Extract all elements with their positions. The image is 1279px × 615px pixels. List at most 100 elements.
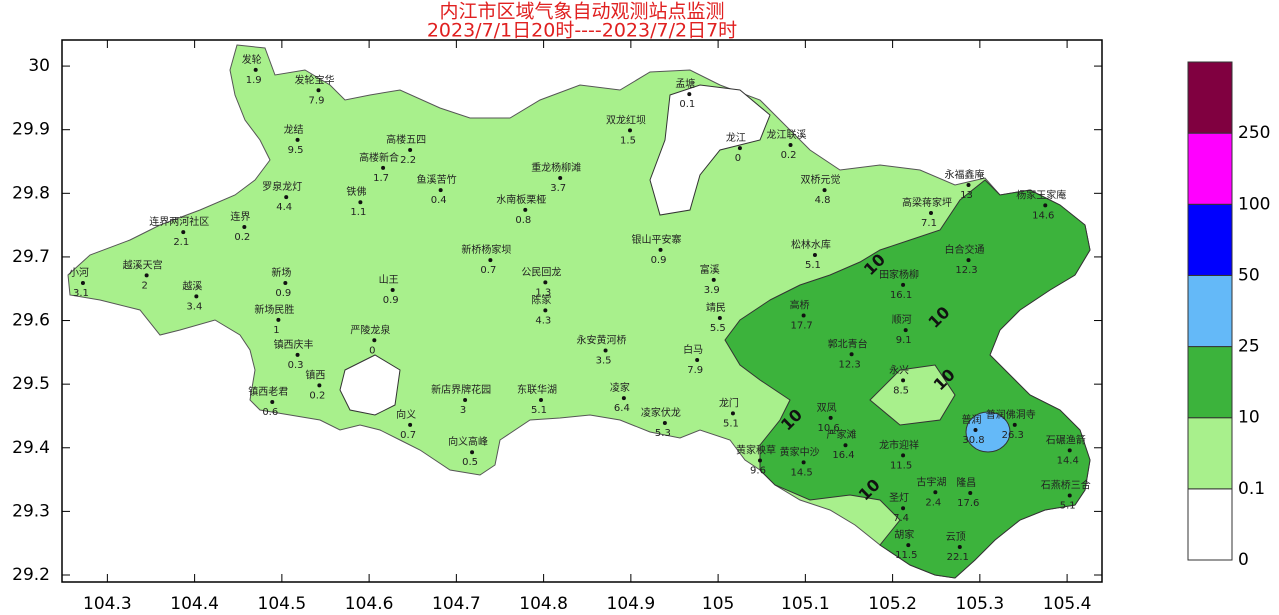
station-name: 龙门 <box>719 396 739 409</box>
station-value: 5.1 <box>723 418 739 429</box>
x-tick-label: 104.6 <box>345 594 394 614</box>
station-value: 1.7 <box>373 173 389 184</box>
x-tick-label: 104.9 <box>607 594 656 614</box>
x-tick-label: 104.4 <box>170 594 219 614</box>
station-name: 圣灯 <box>889 492 909 504</box>
station-value: 3.7 <box>550 183 566 194</box>
station-dot <box>966 258 971 263</box>
station-name: 顺河 <box>892 314 912 326</box>
station-dot <box>621 396 626 401</box>
legend-swatch <box>1187 417 1233 490</box>
station-dot <box>543 280 548 285</box>
station-name: 永福鑫庵 <box>945 168 985 181</box>
station-dot <box>372 338 377 343</box>
station-value: 9.1 <box>896 335 912 346</box>
station-name: 越溪天宫 <box>123 258 163 271</box>
station-dot <box>966 183 971 188</box>
station-dot <box>538 398 543 403</box>
station-value: 22.1 <box>947 552 969 563</box>
station-dot <box>358 200 363 205</box>
station-name: 连界 <box>230 210 250 223</box>
station-name: 罗泉龙灯 <box>262 180 302 193</box>
station-value: 3 <box>460 405 466 416</box>
station-dot <box>295 352 300 357</box>
station-dot <box>295 137 300 142</box>
legend-swatch <box>1187 61 1233 134</box>
station-dot <box>470 450 475 455</box>
station-name: 黄家中沙 <box>780 445 820 458</box>
station-value: 6.4 <box>614 403 630 414</box>
station-value: 7.9 <box>687 365 703 376</box>
station-value: 3.1 <box>73 288 89 299</box>
station-name: 白马 <box>683 343 703 356</box>
station-value: 7.9 <box>309 95 325 106</box>
station-name: 永安黄河桥 <box>577 333 627 346</box>
station-name: 高梁蒋家坪 <box>902 196 952 209</box>
y-tick-label: 29.9 <box>12 120 50 140</box>
plot-frame <box>61 39 1103 583</box>
x-tick-label: 104.5 <box>258 594 307 614</box>
station-name: 银山平安寨 <box>632 233 682 246</box>
x-tick-label: 105 <box>702 594 734 614</box>
y-tick-label: 29.6 <box>12 311 50 331</box>
station-value: 4.4 <box>276 202 292 213</box>
station-value: 0.4 <box>431 195 447 206</box>
station-dot <box>408 422 413 427</box>
legend-label: 0 <box>1238 550 1249 570</box>
station-value: 10.6 <box>818 423 840 434</box>
station-name: 双龙红坝 <box>606 113 646 126</box>
x-tick-label: 105.3 <box>956 594 1005 614</box>
station-name: 发轮宝华 <box>295 73 335 86</box>
map-subtitle: 2023/7/1日20时----2023/7/2日7时 <box>427 20 737 42</box>
station-value: 0.5 <box>462 457 478 468</box>
y-tick-label: 29.3 <box>12 501 50 521</box>
station-value: 0.2 <box>781 150 797 161</box>
station-name: 新店界牌花园 <box>431 383 491 396</box>
y-tick-label: 29.5 <box>12 374 50 394</box>
station-value: 9.6 <box>750 465 766 476</box>
station-name: 石燕桥三合 <box>1041 478 1091 491</box>
station-name: 公民回龙 <box>521 265 561 278</box>
region <box>67 44 1091 579</box>
station-value: 0.2 <box>234 232 250 243</box>
station-value: 1.3 <box>535 287 551 298</box>
station-name: 白合交通 <box>945 243 985 256</box>
x-tick-label: 104.8 <box>519 594 568 614</box>
station-dot <box>828 415 833 420</box>
station-dot <box>968 490 973 495</box>
station-value: 0.3 <box>288 360 304 371</box>
station-name: 重龙杨柳滩 <box>531 161 581 174</box>
legend-swatch <box>1187 488 1233 561</box>
station-value: 5.1 <box>805 260 821 271</box>
station-dot <box>801 460 806 465</box>
station-value: 1.1 <box>350 207 366 218</box>
legend-swatch <box>1187 132 1233 205</box>
station-dot <box>757 458 762 463</box>
station-name: 向义 <box>396 408 416 421</box>
station-dot <box>408 148 413 153</box>
station-name: 凌家伏龙 <box>641 406 681 419</box>
station-dot <box>906 543 911 548</box>
station-name: 高桥 <box>790 298 810 311</box>
station-name: 云顶 <box>946 531 966 543</box>
station-dot <box>695 357 700 362</box>
station-value: 3.4 <box>186 301 202 312</box>
station-value: 2.2 <box>400 155 416 166</box>
station-dot <box>933 490 938 495</box>
station-value: 4.3 <box>535 315 551 326</box>
station-value: 11.5 <box>890 460 912 471</box>
station-value: 0.6 <box>262 407 278 418</box>
station-name: 水南板栗桠 <box>496 193 546 206</box>
station-dot <box>903 328 908 333</box>
station-dot <box>543 308 548 313</box>
station-dot <box>849 352 854 357</box>
station-name: 越溪 <box>182 279 202 292</box>
station-value: 13 <box>960 190 973 201</box>
station-dot <box>242 225 247 230</box>
station-name: 靖民 <box>706 301 726 314</box>
station-name: 龙结 <box>284 123 304 136</box>
station-dot <box>523 207 528 212</box>
station-value: 0.9 <box>383 295 399 306</box>
station-value: 16.1 <box>890 290 912 301</box>
